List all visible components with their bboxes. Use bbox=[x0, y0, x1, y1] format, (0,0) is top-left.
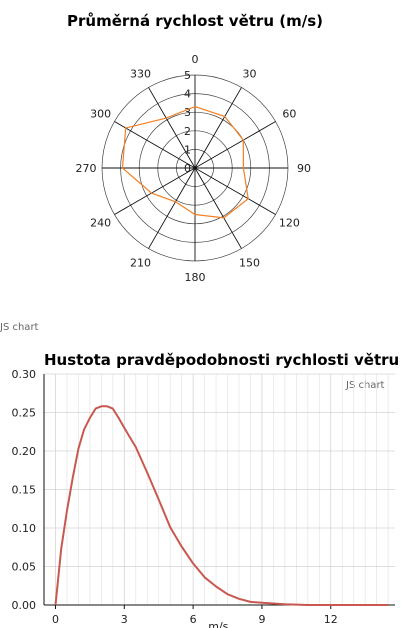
y-tick-label: 0.20 bbox=[12, 445, 37, 458]
series-line bbox=[54, 405, 389, 606]
angle-label: 330 bbox=[130, 68, 151, 81]
angle-label: 180 bbox=[185, 271, 206, 284]
polar-chart-credit[interactable]: JS chart bbox=[0, 322, 39, 333]
angle-label: 240 bbox=[90, 217, 111, 230]
pdf-chart-title: Hustota pravděpodobnosti rychlosti větru bbox=[44, 351, 400, 369]
polar-spoke bbox=[194, 87, 242, 169]
polar-chart-title: Průměrná rychlost větru (m/s) bbox=[67, 12, 323, 30]
angle-label: 90 bbox=[297, 162, 311, 175]
x-tick-label: 12 bbox=[324, 613, 338, 626]
angle-label: 120 bbox=[279, 217, 300, 230]
x-tick-label: 0 bbox=[52, 613, 59, 626]
angle-label: 270 bbox=[76, 162, 97, 175]
polar-spoke bbox=[148, 87, 196, 169]
polar-plot: 0 30 60 90 120 150 180 210 240 270 300 330 0 1 2 3 4 5 bbox=[76, 53, 312, 284]
x-tick-label: 6 bbox=[190, 613, 197, 626]
polar-spoke bbox=[148, 167, 196, 249]
angle-label: 0 bbox=[192, 53, 199, 66]
radial-tick-label: 3 bbox=[184, 106, 191, 119]
x-tick-label: 3 bbox=[121, 613, 128, 626]
x-axis-label: m/s bbox=[208, 620, 228, 628]
y-tick-label: 0.25 bbox=[12, 407, 37, 420]
pdf-plot: 0.00 0.05 0.10 0.15 0.20 0.25 0.30 0 3 6 9 12 m/s bbox=[12, 368, 395, 628]
x-tick-label: 9 bbox=[258, 613, 265, 626]
polar-spoke bbox=[194, 167, 276, 215]
polar-spoke bbox=[194, 121, 276, 169]
y-tick-label: 0.05 bbox=[12, 561, 37, 574]
radial-tick-label: 0 bbox=[184, 162, 191, 175]
y-tick-label: 0.10 bbox=[12, 522, 37, 535]
radial-tick-label: 5 bbox=[184, 69, 191, 82]
angle-label: 60 bbox=[282, 108, 296, 121]
radial-tick-label: 2 bbox=[184, 125, 191, 138]
angle-label: 300 bbox=[90, 108, 111, 121]
polar-spoke bbox=[114, 121, 196, 169]
radial-tick-label: 1 bbox=[184, 143, 191, 156]
polar-spoke bbox=[194, 167, 242, 249]
series-line bbox=[121, 105, 249, 219]
polar-spoke bbox=[114, 167, 196, 215]
angle-label: 30 bbox=[243, 68, 257, 81]
radial-tick-label: 4 bbox=[184, 88, 191, 101]
y-tick-label: 0.00 bbox=[12, 599, 37, 612]
y-tick-label: 0.30 bbox=[12, 368, 37, 381]
angle-label: 150 bbox=[239, 256, 260, 269]
y-tick-label: 0.15 bbox=[12, 484, 37, 497]
angle-label: 210 bbox=[130, 256, 151, 269]
